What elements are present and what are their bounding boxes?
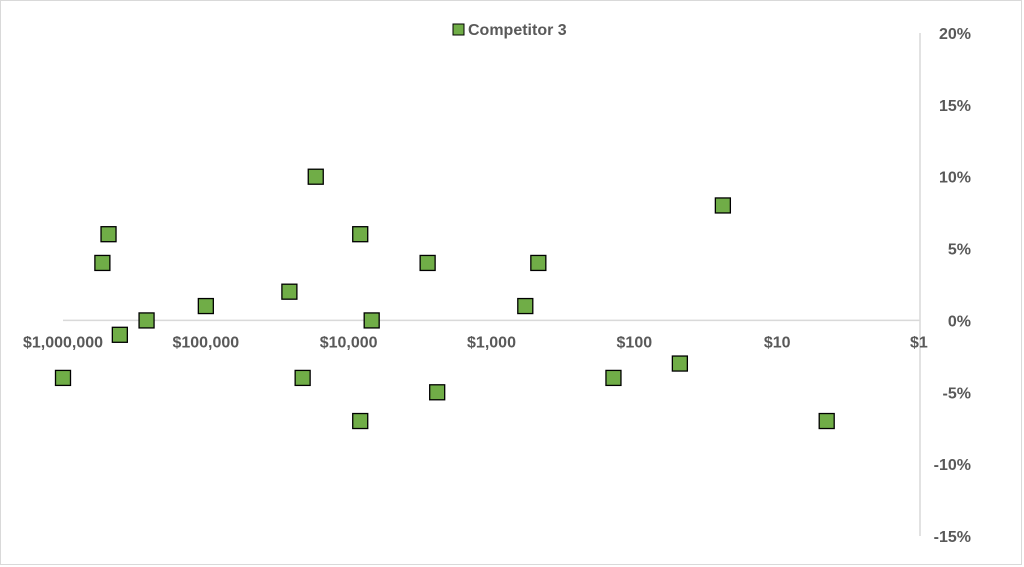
- y-tick-label: 0%: [948, 313, 971, 330]
- x-tick-label: $10,000: [320, 334, 378, 351]
- legend-label: Competitor 3: [468, 22, 567, 39]
- y-tick-label: 15%: [939, 98, 971, 115]
- data-point: [294, 369, 311, 387]
- data-point: [352, 412, 369, 430]
- y-tick-label: 5%: [948, 242, 971, 259]
- x-tick-label: $10: [764, 334, 791, 351]
- data-point: [352, 226, 369, 243]
- data-point: [138, 312, 155, 329]
- x-tick-label: $1,000: [467, 334, 516, 351]
- x-tick-label: $1: [910, 334, 928, 351]
- data-point: [307, 168, 324, 185]
- data-point: [94, 254, 111, 272]
- x-tick-label: $100: [617, 334, 653, 351]
- data-point: [517, 297, 534, 315]
- data-point: [100, 226, 117, 243]
- data-point: [714, 197, 732, 214]
- y-tick-label: 10%: [939, 170, 971, 187]
- y-tick-label: 20%: [939, 26, 971, 43]
- y-tick-label: -5%: [943, 385, 971, 402]
- y-tick-label: -15%: [934, 529, 971, 546]
- data-point: [54, 369, 72, 387]
- data-point: [363, 312, 380, 329]
- x-tick-label: $100,000: [172, 334, 239, 351]
- y-tick-labels: 20% 15% 10% 5% 0% -5% -10% -15%: [934, 26, 971, 546]
- x-tick-label: $1,000,000: [23, 334, 103, 351]
- data-point: [671, 355, 689, 372]
- data-point: [419, 254, 436, 272]
- legend-marker: [452, 23, 465, 36]
- legend: Competitor 3: [452, 22, 567, 39]
- x-tick-labels: $1,000,000 $100,000 $10,000 $1,000 $100 $10 $1: [23, 334, 928, 351]
- data-point: [281, 283, 298, 300]
- data-point: [197, 297, 214, 315]
- axes: [63, 33, 921, 536]
- data-point: [605, 369, 622, 387]
- data-points: [54, 168, 835, 430]
- data-point: [111, 326, 128, 343]
- y-tick-label: -10%: [934, 457, 971, 474]
- data-point: [818, 412, 835, 430]
- data-point: [530, 254, 547, 272]
- data-point: [429, 384, 446, 401]
